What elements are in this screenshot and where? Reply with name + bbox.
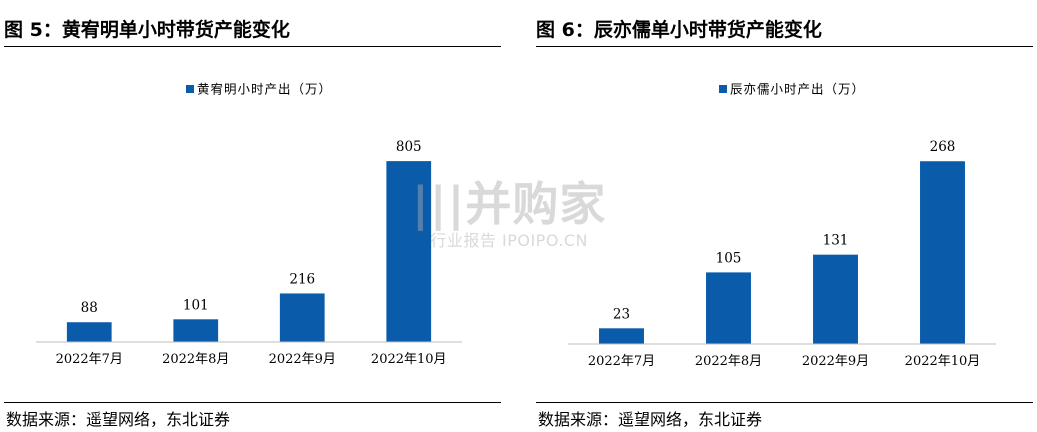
figure-5-panel: 图 5：黄宥明单小时带货产能变化 黄宥明小时产出（万） 88 2022年7月 101 2… — [4, 0, 501, 432]
x-tick-label: 2022年9月 — [802, 354, 869, 369]
data-label: 23 — [613, 306, 630, 322]
figure-6-panel: 图 6：辰亦儒单小时带货产能变化 辰亦儒小时产出（万） 23 2022年7月 105 2… — [536, 0, 1033, 432]
figure-5-source: 数据来源：遥望网络，东北证券 — [6, 410, 231, 429]
bar — [599, 328, 644, 344]
bar — [386, 161, 432, 342]
data-label: 101 — [183, 297, 209, 313]
bottom-rule — [536, 402, 1033, 403]
x-tick-label: 2022年10月 — [371, 352, 447, 367]
bar — [920, 161, 965, 344]
figure-6-title: 图 6：辰亦儒单小时带货产能变化 — [536, 19, 822, 41]
bar — [813, 254, 858, 344]
data-label: 268 — [930, 139, 956, 155]
bar — [66, 322, 112, 342]
bottom-rule — [4, 402, 501, 403]
bar — [173, 319, 219, 342]
figure-6-source: 数据来源：遥望网络，东北证券 — [538, 410, 763, 429]
figure-5-chart: 黄宥明小时产出（万） 88 2022年7月 101 2022年8月 216 2022年9月 8… — [36, 82, 462, 367]
x-tick-label: 2022年7月 — [56, 352, 123, 367]
x-tick-label: 2022年8月 — [162, 352, 229, 367]
bar — [706, 272, 751, 344]
legend-swatch — [719, 85, 727, 93]
legend-swatch — [186, 85, 194, 93]
x-tick-label: 2022年10月 — [905, 354, 981, 369]
legend: 辰亦儒小时产出（万） — [719, 82, 865, 97]
legend-label: 黄宥明小时产出（万） — [197, 82, 332, 97]
top-rule — [4, 46, 501, 47]
x-tick-label: 2022年9月 — [269, 352, 336, 367]
bar — [279, 293, 325, 342]
x-tick-label: 2022年7月 — [588, 354, 655, 369]
legend-label: 辰亦儒小时产出（万） — [730, 82, 865, 97]
legend: 黄宥明小时产出（万） — [186, 82, 332, 97]
data-label: 805 — [396, 139, 422, 155]
data-label: 131 — [823, 233, 849, 249]
figure-6-chart: 辰亦儒小时产出（万） 23 2022年7月 105 2022年8月 131 2022年9月 2… — [568, 82, 996, 369]
top-rule — [536, 46, 1033, 47]
data-label: 88 — [81, 300, 98, 316]
x-tick-label: 2022年8月 — [695, 354, 762, 369]
data-label: 216 — [289, 271, 315, 287]
figure-5-title: 图 5：黄宥明单小时带货产能变化 — [4, 19, 290, 41]
data-label: 105 — [716, 250, 742, 266]
